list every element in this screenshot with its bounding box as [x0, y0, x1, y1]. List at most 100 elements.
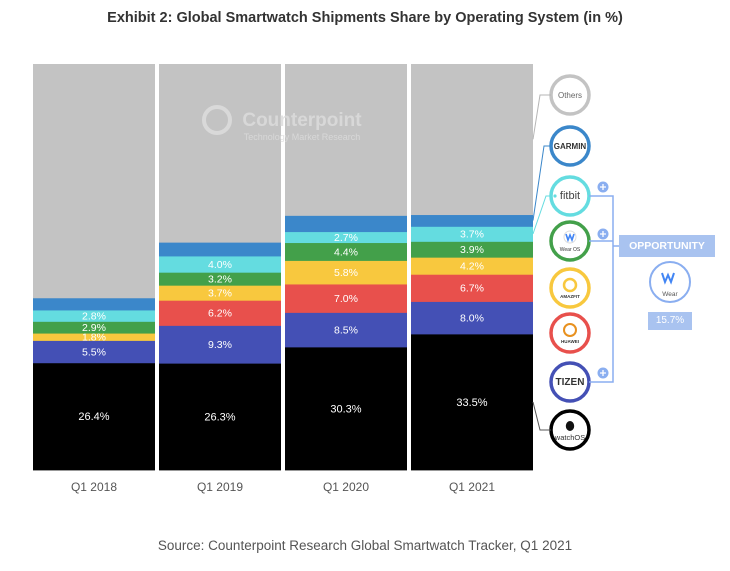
bar-segment-wear-os-q1-2019: [159, 272, 281, 286]
data-label-amazfit-q1-2020: 5.8%: [334, 267, 358, 279]
legend-logo-tizen: TIZEN: [549, 361, 591, 403]
apple-icon: [565, 421, 575, 431]
legend-logo-garmin: GARMIN: [549, 125, 591, 167]
data-label-huawei-liteos-q1-2020: 7.0%: [334, 293, 358, 305]
bar-segment-amazfit-q1-2018: [33, 333, 155, 341]
bar-segment-wear-os-q1-2018: [33, 321, 155, 334]
legend-logo-ring-huawei-liteos: [549, 312, 591, 354]
bar-segment-wear-os-q1-2021: [411, 241, 533, 258]
opportunity-wear-logo: Wear: [649, 261, 691, 303]
counterpoint-logo-icon: [202, 105, 232, 135]
data-label-fitbit-q1-2021: 3.7%: [460, 229, 484, 241]
data-label-fitbit-q1-2018: 2.8%: [82, 311, 106, 323]
plus-icon-0: [600, 184, 606, 190]
connector-garmin: [532, 145, 551, 221]
wear-os-glyph: [565, 232, 575, 243]
legend-logo-text-tizen: TIZEN: [556, 377, 585, 388]
connector-watchos: [532, 401, 551, 431]
data-label-tizen-q1-2019: 9.3%: [208, 339, 232, 351]
x-tick-label-q1-2018: Q1 2018: [71, 480, 117, 494]
chart-title: Exhibit 2: Global Smartwatch Shipments S…: [107, 10, 623, 26]
data-label-watchos-q1-2021: 33.5%: [456, 397, 487, 409]
legend-logo-amazfit: AMAZFIT: [549, 267, 591, 309]
opportunity-bracket: [589, 195, 614, 383]
bar-segment-garmin-q1-2021: [411, 214, 533, 227]
data-label-wear-os-q1-2020: 4.4%: [334, 246, 358, 258]
bar-segment-huawei-liteos-q1-2021: [411, 274, 533, 302]
legend-logo-text-others: Others: [558, 91, 582, 100]
data-label-huawei-liteos-q1-2019: 6.2%: [208, 308, 232, 320]
data-label-wear-os-q1-2018: 2.9%: [82, 322, 106, 334]
bar-segment-amazfit-q1-2019: [159, 285, 281, 301]
bar-segment-watchos-q1-2021: [411, 333, 533, 471]
opportunity-value: 15.7%: [648, 312, 692, 330]
data-label-amazfit-q1-2021: 4.2%: [460, 261, 484, 273]
legend-logo-text-watchos: watchOS: [554, 433, 585, 442]
bar-segment-amazfit-q1-2021: [411, 257, 533, 275]
fitbit-dot-icon: [553, 194, 557, 198]
x-tick-label-q1-2021: Q1 2021: [449, 480, 495, 494]
legend-logo-fitbit: fitbit: [549, 175, 591, 217]
legend-logo-text-garmin: GARMIN: [554, 142, 587, 151]
bar-segment-tizen-q1-2021: [411, 301, 533, 335]
plus-icon-2: [600, 370, 606, 376]
bar-segment-fitbit-q1-2019: [159, 256, 281, 273]
bar-segment-fitbit-q1-2020: [285, 231, 407, 244]
watermark-name: Counterpoint: [242, 110, 362, 131]
bar-segment-tizen-q1-2019: [159, 325, 281, 364]
huawei-icon: [563, 323, 577, 337]
opportunity-wear-text: Wear: [662, 291, 678, 298]
bar-segment-watchos-q1-2020: [285, 346, 407, 471]
bar-segment-fitbit-q1-2021: [411, 226, 533, 242]
bar-segment-tizen-q1-2018: [33, 340, 155, 364]
plus-icon-1: [600, 231, 606, 237]
data-label-huawei-liteos-q1-2021: 6.7%: [460, 283, 484, 295]
legend-logo-huawei-liteos: HUAWEI: [549, 312, 591, 354]
bar-segment-tizen-q1-2020: [285, 312, 407, 348]
amazfit-icon: [562, 277, 578, 293]
data-label-fitbit-q1-2019: 4.0%: [208, 259, 232, 271]
legend-logo-text-huawei-liteos: HUAWEI: [561, 339, 579, 344]
watermark-tagline: Technology Market Research: [244, 132, 361, 142]
data-label-watchos-q1-2020: 30.3%: [330, 403, 361, 415]
data-label-tizen-q1-2020: 8.5%: [334, 325, 358, 337]
connector-others: [532, 94, 551, 140]
data-label-fitbit-q1-2020: 2.7%: [334, 232, 358, 244]
bar-segment-fitbit-q1-2018: [33, 310, 155, 322]
bar-segment-garmin-q1-2019: [159, 242, 281, 257]
legend-logo-watchos: watchOS: [549, 409, 591, 451]
legend-logo-text-amazfit: AMAZFIT: [560, 294, 580, 299]
bar-segment-watchos-q1-2018: [33, 362, 155, 471]
legend-logo-wear-os: Wear OS: [549, 220, 591, 262]
data-label-watchos-q1-2019: 26.3%: [204, 411, 235, 423]
data-label-amazfit-q1-2019: 3.7%: [208, 288, 232, 300]
opportunity-wear-icon: [661, 272, 675, 285]
legend-logo-ring-amazfit: [549, 267, 591, 309]
data-label-wear-os-q1-2019: 3.2%: [208, 274, 232, 286]
data-label-tizen-q1-2018: 5.5%: [82, 346, 106, 358]
bar-segment-wear-os-q1-2020: [285, 242, 407, 261]
bar-segment-watchos-q1-2019: [159, 363, 281, 471]
bar-segment-others-q1-2020: [285, 64, 407, 216]
bar-segment-garmin-q1-2020: [285, 215, 407, 233]
bar-segment-others-q1-2018: [33, 64, 155, 299]
bar-segment-amazfit-q1-2020: [285, 260, 407, 285]
data-label-amazfit-q1-2018: 1.8%: [82, 332, 106, 344]
x-tick-label-q1-2020: Q1 2020: [323, 480, 369, 494]
data-label-tizen-q1-2021: 8.0%: [460, 313, 484, 325]
legend-logo-text-fitbit: fitbit: [560, 190, 580, 202]
data-label-wear-os-q1-2021: 3.9%: [460, 244, 484, 256]
opportunity-label: OPPORTUNITY: [619, 235, 715, 257]
data-label-watchos-q1-2018: 26.4%: [78, 411, 109, 423]
connector-fitbit: [532, 195, 551, 235]
bar-segment-garmin-q1-2018: [33, 297, 155, 311]
legend-logo-text-wear-os: Wear OS: [560, 247, 581, 253]
bar-segment-others-q1-2019: [159, 64, 281, 243]
source-note: Source: Counterpoint Research Global Sma…: [157, 538, 573, 553]
bar-segment-huawei-liteos-q1-2019: [159, 300, 281, 326]
bar-segment-huawei-liteos-q1-2020: [285, 284, 407, 313]
bar-segment-others-q1-2021: [411, 64, 533, 216]
legend-logo-others: Others: [549, 74, 591, 116]
